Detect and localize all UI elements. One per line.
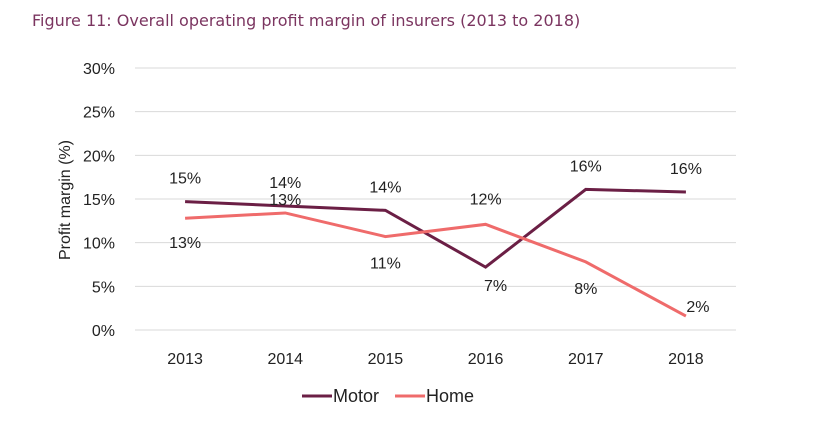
legend-label: Motor — [333, 386, 379, 406]
data-label: 2% — [686, 299, 709, 316]
y-tick-label: 0% — [92, 323, 115, 340]
data-label: 13% — [169, 235, 201, 252]
y-tick-label: 15% — [83, 192, 115, 209]
x-tick-label: 2017 — [568, 351, 604, 368]
data-label: 14% — [269, 175, 301, 192]
y-tick-label: 5% — [92, 279, 115, 296]
chart-title: Figure 11: Overall operating profit marg… — [32, 11, 581, 30]
y-tick-label: 25% — [83, 105, 115, 122]
x-tick-label: 2014 — [267, 351, 303, 368]
data-label: 7% — [484, 278, 507, 295]
y-tick-label: 10% — [83, 236, 115, 253]
data-label: 14% — [369, 179, 401, 196]
data-label: 16% — [570, 158, 602, 175]
data-label: 11% — [370, 256, 401, 273]
x-tick-label: 2013 — [167, 351, 203, 368]
y-tick-label: 30% — [83, 61, 115, 78]
data-label: 16% — [670, 161, 702, 178]
data-label: 12% — [470, 191, 502, 208]
x-tick-label: 2016 — [468, 351, 504, 368]
series-line-motor — [185, 187, 686, 269]
data-label: 8% — [574, 281, 597, 298]
y-axis-label: Profit margin (%) — [57, 140, 74, 260]
data-label: 13% — [269, 192, 301, 209]
y-tick-label: 20% — [83, 148, 115, 165]
x-tick-label: 2018 — [668, 351, 704, 368]
data-label: 15% — [169, 171, 201, 188]
x-tick-label: 2015 — [368, 351, 404, 368]
legend-label: Home — [426, 386, 474, 406]
series-line-home — [185, 211, 687, 318]
